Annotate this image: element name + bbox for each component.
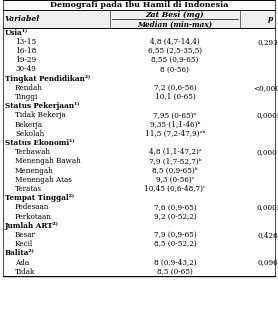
Text: 8 (0,9-43,2): 8 (0,9-43,2) bbox=[154, 259, 196, 266]
Bar bbox=[3, 10, 275, 28]
Text: 0,0005⁾: 0,0005⁾ bbox=[256, 112, 278, 119]
Text: Median (min-max): Median (min-max) bbox=[137, 20, 213, 28]
Text: 8,5 (0-65): 8,5 (0-65) bbox=[157, 268, 193, 276]
Text: Tidak Bekerja: Tidak Bekerja bbox=[15, 112, 66, 119]
Text: Menengah Bawah: Menengah Bawah bbox=[15, 158, 81, 165]
Text: 4,8 (4,7-14,4): 4,8 (4,7-14,4) bbox=[150, 38, 200, 46]
Text: 9,35 (1,1-46)ᵇ: 9,35 (1,1-46)ᵇ bbox=[150, 121, 200, 129]
Text: 11,5 (7,2-47,9)ᵃᵇ: 11,5 (7,2-47,9)ᵃᵇ bbox=[145, 130, 205, 138]
Text: 8,55 (0,9-65): 8,55 (0,9-65) bbox=[151, 56, 199, 64]
Text: 9,3 (0-56)ᶜ: 9,3 (0-56)ᶜ bbox=[156, 176, 194, 184]
Text: Status Pekerjaan¹⁾: Status Pekerjaan¹⁾ bbox=[5, 102, 80, 110]
Text: Status Ekonomi¹⁾: Status Ekonomi¹⁾ bbox=[5, 139, 75, 147]
Text: Demografi pada Ibu Hamil di Indonesia: Demografi pada Ibu Hamil di Indonesia bbox=[50, 1, 228, 9]
Text: 6,55 (2,5-35,5): 6,55 (2,5-35,5) bbox=[148, 47, 202, 55]
Text: 7,9 (1,7-52,7)ᵇ: 7,9 (1,7-52,7)ᵇ bbox=[149, 158, 201, 165]
Text: 0,2931: 0,2931 bbox=[257, 38, 278, 46]
Text: 0,4264: 0,4264 bbox=[257, 231, 278, 239]
Text: Sekolah: Sekolah bbox=[15, 130, 44, 138]
Text: p: p bbox=[267, 15, 273, 23]
Text: 16-18: 16-18 bbox=[15, 47, 36, 55]
Text: Tinggi: Tinggi bbox=[15, 93, 38, 101]
Text: 19-29: 19-29 bbox=[15, 56, 36, 64]
Text: Tidak: Tidak bbox=[15, 268, 35, 276]
Text: 4,8 (1,1-47,2)ᵃ: 4,8 (1,1-47,2)ᵃ bbox=[149, 148, 201, 156]
Text: 7,9 (0,9-65): 7,9 (0,9-65) bbox=[154, 231, 196, 239]
Text: Rendah: Rendah bbox=[15, 84, 43, 92]
Text: 7,95 (0-65)ᵃ: 7,95 (0-65)ᵃ bbox=[153, 112, 197, 119]
Text: 0,0002⁾: 0,0002⁾ bbox=[256, 203, 278, 211]
Text: 7,2 (0,6-56): 7,2 (0,6-56) bbox=[154, 84, 196, 92]
Text: 8 (0-56): 8 (0-56) bbox=[160, 66, 190, 73]
Text: Pedesaan: Pedesaan bbox=[15, 203, 49, 211]
Text: Menengah Atas: Menengah Atas bbox=[15, 176, 72, 184]
Text: Terbawah: Terbawah bbox=[15, 148, 51, 156]
Text: Jumlah ART²⁾: Jumlah ART²⁾ bbox=[5, 222, 59, 230]
Text: Zat Besi (mg): Zat Besi (mg) bbox=[146, 11, 204, 19]
Text: <0,0001⁾: <0,0001⁾ bbox=[253, 84, 278, 92]
Text: Perkotaan: Perkotaan bbox=[15, 213, 52, 220]
Text: Usia¹⁾: Usia¹⁾ bbox=[5, 29, 28, 37]
Text: Balita²⁾: Balita²⁾ bbox=[5, 249, 35, 257]
Text: Besar: Besar bbox=[15, 231, 36, 239]
Text: 0,0963: 0,0963 bbox=[257, 259, 278, 266]
Text: 30-49: 30-49 bbox=[15, 66, 36, 73]
Text: 10,1 (0-65): 10,1 (0-65) bbox=[155, 93, 195, 101]
Text: 7,6 (0,9-65): 7,6 (0,9-65) bbox=[154, 203, 196, 211]
Text: Bekerja: Bekerja bbox=[15, 121, 43, 129]
Text: 8,5 (0,9-65)ᵇ: 8,5 (0,9-65)ᵇ bbox=[152, 167, 198, 175]
Text: Ada: Ada bbox=[15, 259, 29, 266]
Text: 0,0001⁾: 0,0001⁾ bbox=[256, 148, 278, 156]
Text: Tingkat Pendidikan²⁾: Tingkat Pendidikan²⁾ bbox=[5, 75, 90, 83]
Text: Menengah: Menengah bbox=[15, 167, 54, 175]
Text: 10,45 (0,6-48,7)ᶜ: 10,45 (0,6-48,7)ᶜ bbox=[144, 185, 206, 193]
Text: Kecil: Kecil bbox=[15, 240, 33, 248]
Text: Tempat Tinggal²⁾: Tempat Tinggal²⁾ bbox=[5, 194, 74, 202]
Text: Teratas: Teratas bbox=[15, 185, 42, 193]
Text: 13-15: 13-15 bbox=[15, 38, 36, 46]
Text: Variabel: Variabel bbox=[5, 15, 40, 23]
Text: 9,2 (0-52,2): 9,2 (0-52,2) bbox=[154, 213, 196, 220]
Text: 8,5 (0-52,2): 8,5 (0-52,2) bbox=[154, 240, 196, 248]
